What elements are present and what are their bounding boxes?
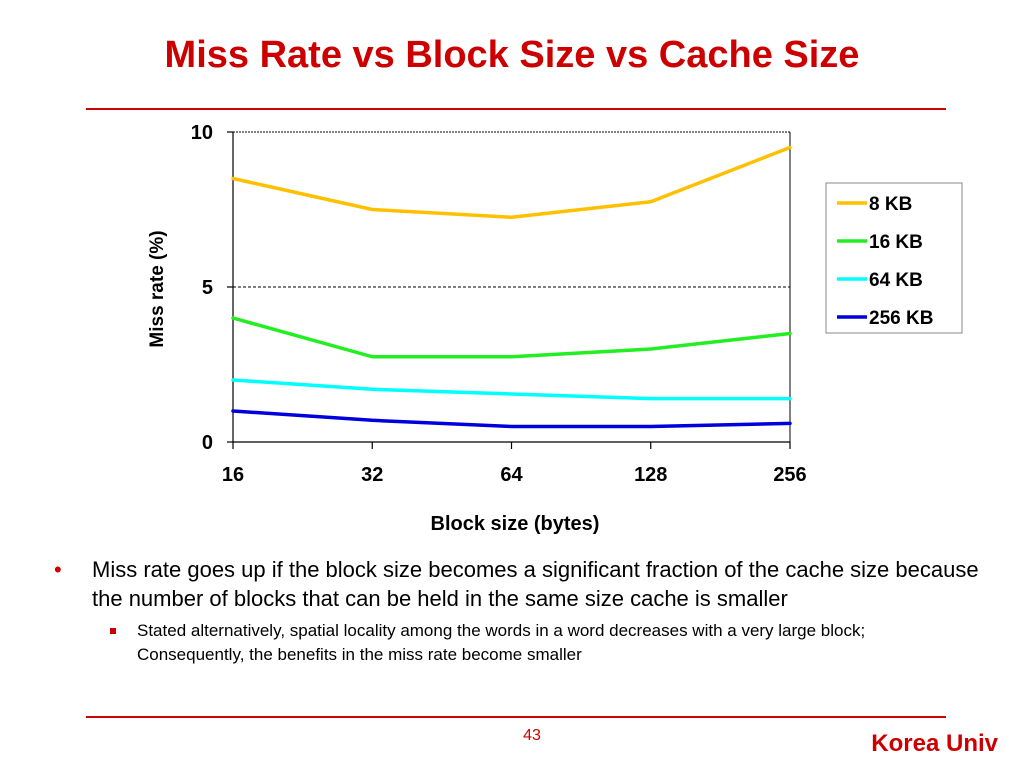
y-tick-label: 5 [202,277,213,299]
data-point [788,422,792,425]
sub-bullet-text: Stated alternatively, spatial locality a… [137,621,866,664]
footer-divider [86,716,946,718]
series-line [231,409,792,429]
title-divider [86,108,946,110]
data-point [371,419,374,422]
y-tick-label: 0 [202,432,213,454]
data-point [649,200,652,203]
data-point [510,425,513,428]
series-line [231,316,792,359]
legend-box [825,182,963,334]
data-point [371,355,374,358]
bullet-list: • Miss rate goes up if the block size be… [52,555,982,667]
data-point [231,177,235,180]
x-tick-label: 128 [634,464,667,486]
y-tick-label: 10 [191,122,213,144]
chart-legend: 8 KB 16 KB 64 KB 256 KB [825,182,963,334]
sub-bullet-item: Stated alternatively, spatial locality a… [52,619,957,667]
legend-label: 256 KB [869,308,933,329]
data-point [510,392,513,396]
legend-label: 16 KB [869,232,923,253]
series-line [231,145,792,219]
bullet-text: Miss rate goes up if the block size beco… [92,557,979,611]
data-point [649,397,652,400]
bullet-item: • Miss rate goes up if the block size be… [52,555,982,613]
bullet-dot-icon: • [54,557,62,582]
data-point [788,146,792,149]
data-point [510,355,513,358]
data-point [788,332,792,335]
x-tick-label: 32 [361,464,383,486]
x-tick-label: 16 [222,464,244,486]
miss-rate-chart: 0 5 10 16 32 64 128 256 Miss rate (%) Block siz… [147,122,963,535]
data-point [510,216,513,219]
page-number: 43 [523,727,541,744]
data-point [649,425,652,428]
data-point [231,409,235,413]
slide-title: Miss Rate vs Block Size vs Cache Size [164,34,860,76]
square-bullet-icon [110,628,116,634]
y-axis-label: Miss rate (%) [147,230,168,347]
data-point [371,208,374,211]
data-point [231,378,235,382]
series-line [231,378,792,401]
x-tick-label: 256 [773,464,806,486]
x-axis-label: Block size (bytes) [431,513,600,535]
data-point [788,397,792,400]
data-point [371,388,374,391]
data-point [231,316,235,320]
legend-label: 64 KB [869,270,923,291]
x-tick-label: 64 [500,464,523,486]
data-point [649,347,652,351]
footer-brand: Korea Univ [871,730,998,757]
legend-label: 8 KB [869,194,912,215]
